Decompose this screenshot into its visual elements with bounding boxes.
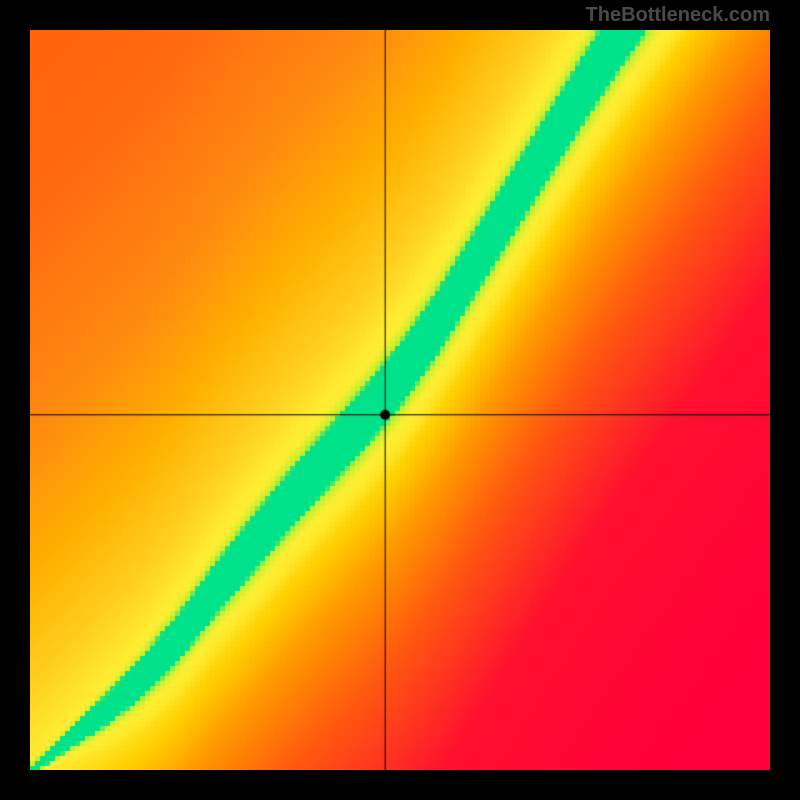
heatmap-canvas xyxy=(30,30,770,770)
bottleneck-heatmap xyxy=(30,30,770,770)
watermark-text: TheBottleneck.com xyxy=(586,4,770,27)
